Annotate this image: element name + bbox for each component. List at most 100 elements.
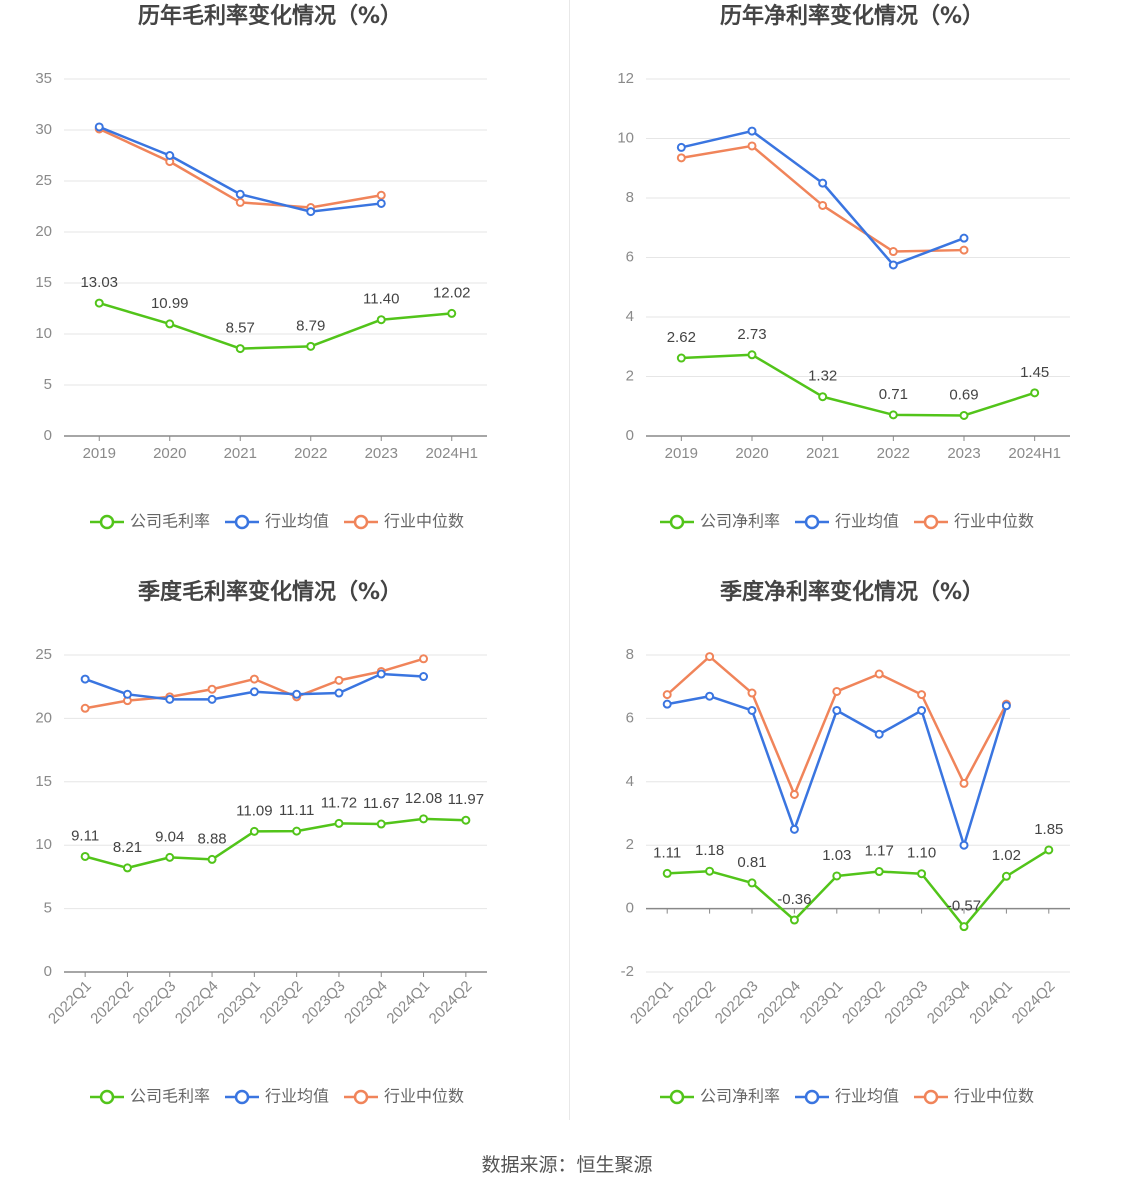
data-point-avg[interactable] (80, 674, 90, 684)
data-point-median[interactable] (334, 675, 344, 685)
legend-item-company[interactable]: 公司净利率 (660, 512, 780, 531)
data-point-company[interactable] (1001, 871, 1011, 881)
data-point-avg[interactable] (306, 207, 316, 217)
data-point-company[interactable] (94, 298, 104, 308)
data-point-company[interactable] (249, 826, 259, 836)
data-point-company[interactable] (376, 819, 386, 829)
data-point-avg[interactable] (832, 705, 842, 715)
data-point-avg[interactable] (122, 689, 132, 699)
data-point-company[interactable] (461, 815, 471, 825)
data-point-company[interactable] (292, 826, 302, 836)
data-point-avg[interactable] (917, 705, 927, 715)
data-point-company[interactable] (959, 922, 969, 932)
data-point-median[interactable] (376, 190, 386, 200)
data-point-avg[interactable] (888, 260, 898, 270)
legend-item-company[interactable]: 公司毛利率 (90, 512, 210, 531)
data-point-avg[interactable] (165, 151, 175, 160)
data-point-median[interactable] (705, 652, 715, 662)
data-point-company[interactable] (376, 315, 386, 325)
data-point-avg[interactable] (959, 233, 969, 243)
data-point-median[interactable] (789, 789, 799, 799)
data-point-company[interactable] (789, 915, 799, 925)
data-point-median[interactable] (80, 703, 90, 713)
legend-item-median[interactable]: 行业中位数 (344, 1087, 464, 1106)
data-point-avg[interactable] (249, 687, 259, 697)
data-point-median[interactable] (874, 669, 884, 679)
legend-item-company[interactable]: 公司净利率 (660, 1087, 780, 1106)
data-point-median[interactable] (832, 686, 842, 696)
data-point-company[interactable] (207, 854, 217, 864)
data-point-avg[interactable] (676, 142, 686, 152)
data-point-median[interactable] (662, 690, 672, 700)
data-point-company[interactable] (165, 319, 175, 329)
quarterly-net-margin-chart: 季度净利率变化情况（%） -2 0 2 4 6 8 2022Q1 2022Q2 2022Q3 202… (570, 575, 1134, 1120)
data-label: 2.62 (667, 329, 696, 346)
data-point-company[interactable] (874, 867, 884, 877)
data-point-avg[interactable] (1001, 701, 1011, 711)
data-point-company[interactable] (1030, 388, 1040, 398)
data-point-avg[interactable] (334, 688, 344, 698)
legend-marker (99, 1089, 115, 1105)
data-point-avg[interactable] (292, 689, 302, 699)
legend-item-avg[interactable]: 行业均值 (795, 1087, 899, 1106)
data-point-company[interactable] (235, 344, 245, 354)
data-point-company[interactable] (80, 851, 90, 861)
data-point-company[interactable] (888, 410, 898, 420)
data-point-avg[interactable] (662, 699, 672, 709)
data-point-company[interactable] (959, 410, 969, 420)
data-point-company[interactable] (818, 392, 828, 402)
data-point-avg[interactable] (376, 198, 386, 208)
data-point-company[interactable] (447, 308, 457, 318)
data-point-avg[interactable] (747, 126, 757, 136)
data-point-company[interactable] (122, 863, 132, 873)
data-point-avg[interactable] (818, 178, 828, 188)
y-tick-label: 6 (626, 709, 634, 726)
x-tick-label: 2023Q1 (797, 978, 847, 1028)
data-point-company[interactable] (676, 353, 686, 363)
data-point-avg[interactable] (959, 840, 969, 850)
data-point-avg[interactable] (789, 824, 799, 834)
data-point-median[interactable] (959, 245, 969, 255)
data-point-median[interactable] (818, 200, 828, 210)
data-point-company[interactable] (165, 852, 175, 862)
data-point-median[interactable] (888, 247, 898, 257)
data-point-median[interactable] (747, 688, 757, 698)
data-point-company[interactable] (1044, 845, 1054, 855)
data-point-median[interactable] (249, 674, 259, 684)
legend-item-company[interactable]: 公司毛利率 (90, 1087, 210, 1106)
legend-item-avg[interactable]: 行业均值 (795, 512, 899, 531)
data-label: -0.36 (777, 891, 811, 908)
data-point-median[interactable] (747, 141, 757, 151)
data-point-company[interactable] (705, 866, 715, 876)
data-point-avg[interactable] (705, 691, 715, 701)
legend-item-median[interactable]: 行业中位数 (914, 1087, 1034, 1106)
data-point-avg[interactable] (376, 669, 386, 679)
data-point-median[interactable] (207, 684, 217, 694)
data-point-avg[interactable] (94, 122, 104, 132)
data-point-avg[interactable] (419, 672, 429, 682)
data-point-company[interactable] (306, 341, 316, 351)
legend-item-avg[interactable]: 行业均值 (225, 512, 329, 531)
data-label: 11.67 (363, 795, 399, 812)
data-point-company[interactable] (747, 350, 757, 360)
data-point-median[interactable] (959, 778, 969, 788)
data-point-median[interactable] (235, 197, 245, 207)
data-point-company[interactable] (747, 878, 757, 888)
data-point-company[interactable] (832, 871, 842, 881)
legend-marker (804, 514, 820, 530)
data-point-avg[interactable] (747, 705, 757, 715)
data-point-avg[interactable] (874, 729, 884, 739)
data-point-avg[interactable] (207, 694, 217, 704)
data-point-median[interactable] (676, 153, 686, 163)
data-point-company[interactable] (917, 869, 927, 879)
legend-item-avg[interactable]: 行业均值 (225, 1087, 329, 1106)
data-point-median[interactable] (917, 690, 927, 700)
data-point-company[interactable] (662, 868, 672, 878)
legend-item-median[interactable]: 行业中位数 (344, 512, 464, 531)
data-point-company[interactable] (334, 818, 344, 828)
data-point-avg[interactable] (165, 694, 175, 704)
data-point-median[interactable] (419, 654, 429, 664)
data-point-avg[interactable] (235, 189, 245, 199)
data-point-company[interactable] (419, 814, 429, 824)
legend-item-median[interactable]: 行业中位数 (914, 512, 1034, 531)
